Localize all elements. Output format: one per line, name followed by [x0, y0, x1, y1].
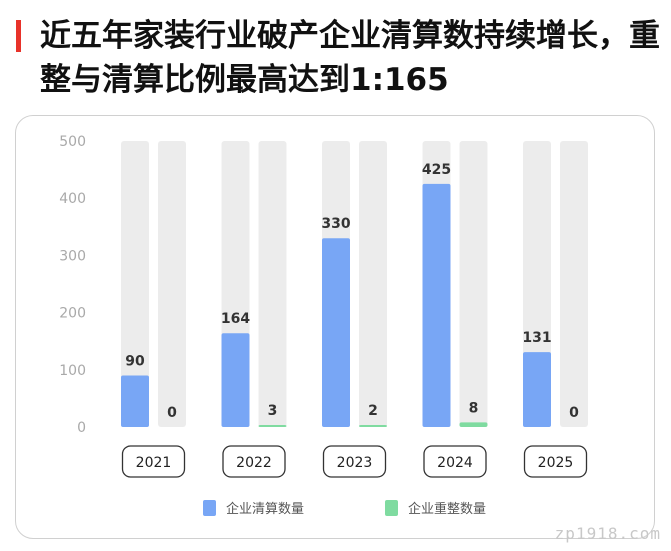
bar-value-label: 425 — [422, 162, 451, 178]
chart-card: 0 100 200 300 400 500 90 0 2021 164 3 2022 330 2 2023 4… — [15, 115, 655, 539]
bar-value-label: 0 — [167, 405, 177, 421]
bar-track — [121, 141, 149, 427]
title-accent-bar — [16, 20, 21, 52]
x-tick-label: 2021 — [136, 455, 172, 471]
legend-swatch — [203, 500, 216, 516]
legend-label: 企业重整数量 — [408, 501, 486, 517]
bar-liquidation — [523, 352, 551, 427]
y-tick-label: 0 — [77, 420, 86, 436]
bar-value-label: 8 — [469, 400, 479, 416]
x-tick-label: 2023 — [337, 455, 373, 471]
bar-track — [258, 141, 287, 427]
category-box — [322, 445, 387, 478]
y-tick-label: 400 — [59, 191, 86, 207]
bar-value-label: 2 — [368, 403, 378, 419]
bar-track — [359, 141, 387, 427]
y-tick-label: 200 — [59, 306, 86, 322]
x-tick-label: 2025 — [538, 455, 574, 471]
bar-value-label: 3 — [268, 403, 278, 419]
bar-value-label: 0 — [569, 405, 579, 421]
bar-restructuring — [459, 422, 488, 427]
bar-track — [459, 141, 488, 427]
legend-swatch — [385, 500, 398, 516]
bar-liquidation — [322, 238, 350, 427]
category-box — [121, 445, 186, 478]
bar-value-label: 164 — [221, 311, 250, 327]
bar-track — [560, 141, 588, 427]
y-tick-label: 100 — [59, 363, 86, 379]
bar-track — [158, 141, 186, 427]
x-tick-label: 2024 — [437, 455, 473, 471]
y-tick-label: 500 — [59, 134, 86, 150]
category-box — [523, 445, 588, 478]
watermark: zp1918.com — [554, 524, 661, 543]
x-tick-label: 2022 — [236, 455, 272, 471]
bar-liquidation — [422, 183, 451, 427]
y-tick-label: 300 — [59, 248, 86, 264]
bar-chart: 0 100 200 300 400 500 90 0 2021 164 3 2022 330 2 2023 4… — [59, 134, 588, 517]
category-box — [222, 445, 286, 478]
category-box — [423, 445, 487, 478]
legend-label: 企业清算数量 — [226, 501, 304, 517]
bar-liquidation — [121, 375, 149, 427]
bar-restructuring — [359, 425, 387, 427]
bar-liquidation — [221, 333, 250, 427]
page-title: 近五年家装行业破产企业清算数持续增长，重整与清算比例最高达到1:165 — [40, 18, 660, 98]
bar-value-label: 90 — [125, 354, 145, 370]
bar-value-label: 131 — [522, 330, 551, 346]
bar-restructuring — [258, 425, 287, 427]
bar-value-label: 330 — [321, 216, 350, 232]
